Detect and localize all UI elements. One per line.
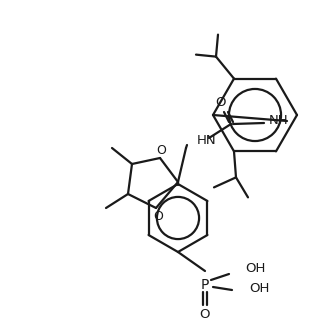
Text: OH: OH xyxy=(249,283,269,295)
Text: O: O xyxy=(200,308,210,321)
Text: HN: HN xyxy=(197,134,216,147)
Text: P: P xyxy=(201,278,209,292)
Text: O: O xyxy=(156,145,166,157)
Text: NH: NH xyxy=(269,113,289,126)
Text: O: O xyxy=(153,210,163,223)
Text: O: O xyxy=(216,97,226,110)
Text: OH: OH xyxy=(245,262,265,275)
